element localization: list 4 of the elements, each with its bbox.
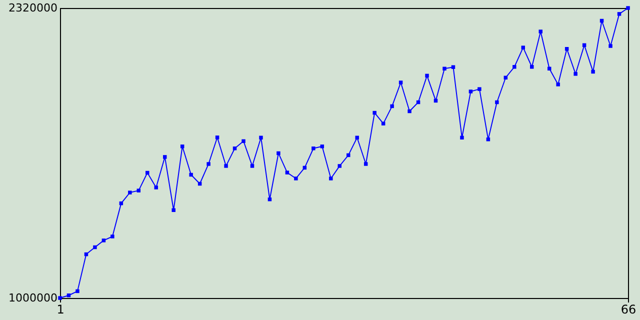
x-tick-label: 66 <box>620 302 636 316</box>
y-tick-label: 1000000 <box>8 292 58 304</box>
y-tick-label: 2320000 <box>8 2 58 14</box>
x-tick-label: 1 <box>56 302 64 316</box>
